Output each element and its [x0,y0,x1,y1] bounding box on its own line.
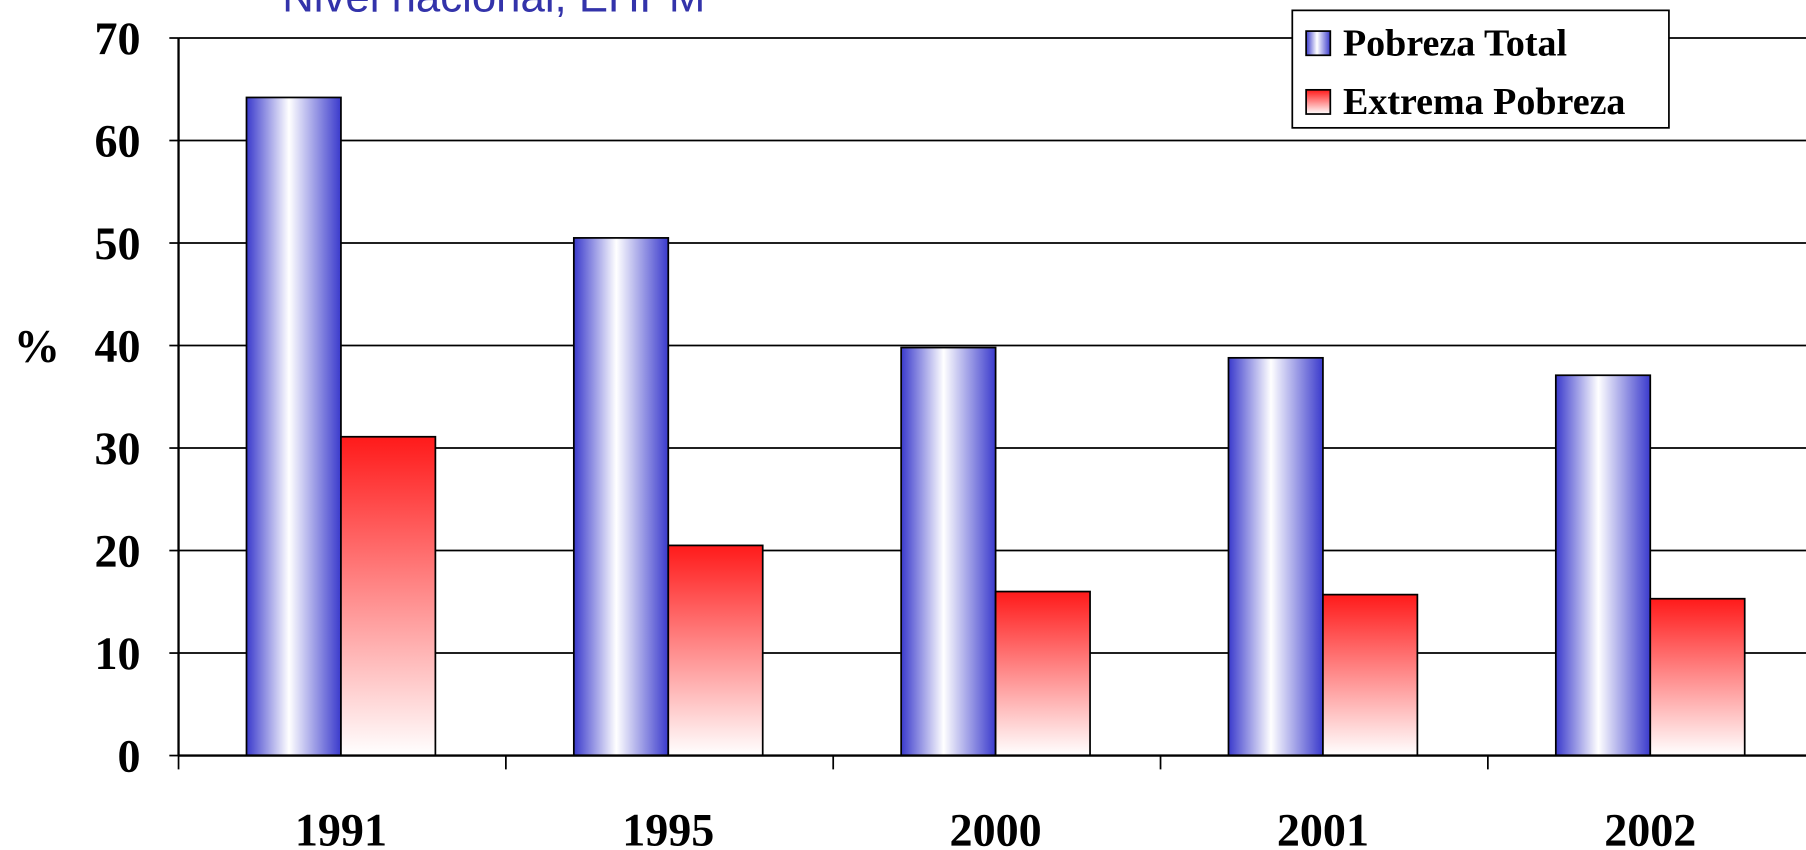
bar [572,237,670,757]
chart-subtitle: Nivel nacional, EHPM [282,0,705,22]
x-tick-label: 1995 [622,804,714,850]
x-tick-label: 2000 [950,804,1042,850]
y-tick-label: 30 [94,423,140,474]
legend-box [1291,9,1670,129]
bar [340,435,437,757]
x-tick-label: 1991 [295,804,387,850]
bar [1322,593,1419,757]
bar [1649,597,1746,757]
legend-swatch [1305,30,1332,57]
bar [994,590,1091,757]
y-tick-label: 70 [94,13,140,64]
y-tick-label: 60 [94,116,140,167]
bar [1554,374,1652,757]
y-tick-label: 0 [118,731,141,782]
x-tick-label: 2001 [1277,804,1369,850]
legend-swatch [1305,88,1332,115]
x-tick-label: 2002 [1604,804,1696,850]
bar [667,544,764,757]
bar [1227,356,1324,757]
legend-label: Pobreza Total [1343,22,1567,64]
bar [900,346,997,757]
y-tick-label: 40 [94,321,140,372]
y-tick-label: 10 [94,628,140,679]
legend-label: Extrema Pobreza [1343,81,1625,123]
y-tick-label: 20 [94,526,140,577]
y-axis-label: % [14,321,60,372]
y-tick-label: 50 [94,218,140,269]
bar [245,96,342,757]
legend: Pobreza Total Extrema Pobreza [1291,9,1670,129]
